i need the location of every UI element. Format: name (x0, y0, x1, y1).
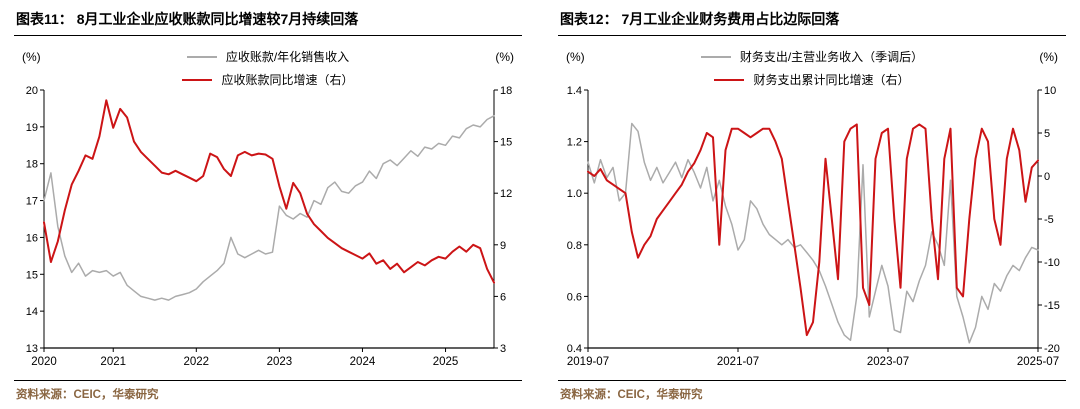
svg-text:16: 16 (26, 232, 38, 244)
svg-text:2023-07: 2023-07 (867, 356, 909, 368)
svg-text:0.8: 0.8 (567, 240, 582, 252)
chart-panel-12: 图表12： 7月工业企业财务费用占比边际回落 (%) (%) 财务支出/主营业务… (558, 6, 1066, 402)
svg-text:1.0: 1.0 (567, 188, 582, 200)
svg-text:5: 5 (1044, 128, 1050, 140)
svg-text:-10: -10 (1044, 257, 1060, 269)
svg-text:14: 14 (26, 306, 38, 318)
svg-text:12: 12 (500, 188, 512, 200)
svg-text:18: 18 (500, 85, 512, 97)
svg-text:2023: 2023 (267, 356, 293, 368)
svg-text:18: 18 (26, 159, 38, 171)
svg-text:17: 17 (26, 196, 38, 208)
source-note: 资料来源：CEIC，华泰研究 (14, 380, 522, 402)
svg-text:-20: -20 (1044, 343, 1060, 355)
svg-text:10: 10 (1044, 85, 1056, 97)
svg-text:2024: 2024 (350, 356, 376, 368)
svg-text:6: 6 (500, 291, 506, 303)
left-axis-unit: (%) (566, 50, 585, 64)
svg-text:9: 9 (500, 240, 506, 252)
chart-area: (%) (%) 应收账款/年化销售收入 应收账款同比增速（右） 13 14 15 16… (14, 38, 522, 378)
svg-text:2019-07: 2019-07 (567, 356, 609, 368)
svg-text:2025-07: 2025-07 (1017, 356, 1059, 368)
right-axis-unit: (%) (495, 50, 514, 64)
svg-text:2020: 2020 (31, 356, 57, 368)
svg-text:-5: -5 (1044, 214, 1054, 226)
svg-text:20: 20 (26, 85, 38, 97)
svg-text:0.4: 0.4 (567, 343, 582, 355)
line-chart-receivables: 13 14 15 16 17 18 19 20 3 6 9 12 15 18 2020 2021 2022 202… (26, 85, 513, 368)
svg-text:2021-07: 2021-07 (717, 356, 759, 368)
right-axis-unit: (%) (1039, 50, 1058, 64)
svg-text:0: 0 (1044, 171, 1050, 183)
svg-text:2021: 2021 (100, 356, 126, 368)
chart-area: (%) (%) 财务支出/主营业务收入（季调后） 财务支出累计同比增速（右） 0… (558, 38, 1066, 378)
svg-text:19: 19 (26, 122, 38, 134)
svg-text:0.6: 0.6 (567, 291, 582, 303)
svg-text:13: 13 (26, 343, 38, 355)
svg-text:-15: -15 (1044, 300, 1060, 312)
svg-text:1.2: 1.2 (567, 137, 582, 149)
svg-text:1.4: 1.4 (567, 85, 582, 97)
svg-text:15: 15 (500, 137, 512, 149)
chart-title: 图表11： 8月工业企业应收账款同比增速较7月持续回落 (14, 6, 522, 36)
svg-text:3: 3 (500, 343, 506, 355)
chart-title: 图表12： 7月工业企业财务费用占比边际回落 (558, 6, 1066, 36)
chart-panel-11: 图表11： 8月工业企业应收账款同比增速较7月持续回落 (%) (%) 应收账款… (14, 6, 522, 402)
svg-text:2022: 2022 (184, 356, 210, 368)
left-axis-unit: (%) (22, 50, 41, 64)
svg-text:2025: 2025 (433, 356, 459, 368)
line-chart-financial-expense: 0.4 0.6 0.8 1.0 1.2 1.4 -20 -15 -10 -5 0 5 10 2019-07… (567, 85, 1060, 368)
svg-text:15: 15 (26, 269, 38, 281)
source-note: 资料来源：CEIC，华泰研究 (558, 380, 1066, 402)
